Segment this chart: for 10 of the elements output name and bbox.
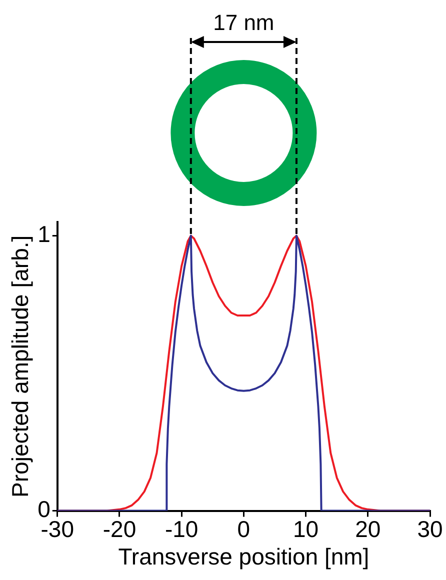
- x-tick-label: -10: [164, 516, 198, 542]
- text: 17 nm: [213, 10, 274, 35]
- x-tick-label: 10: [293, 516, 319, 542]
- y-axis-title: Projected amplitude [arb.]: [7, 235, 34, 498]
- x-tick-label: 30: [417, 516, 443, 542]
- x-tick-label: 0: [237, 516, 250, 542]
- x-axis-title: Transverse position [nm]: [118, 544, 370, 570]
- x-tick-label: 20: [355, 516, 381, 542]
- y-tick-label: 1: [38, 221, 50, 248]
- x-tick-label: -20: [102, 516, 136, 542]
